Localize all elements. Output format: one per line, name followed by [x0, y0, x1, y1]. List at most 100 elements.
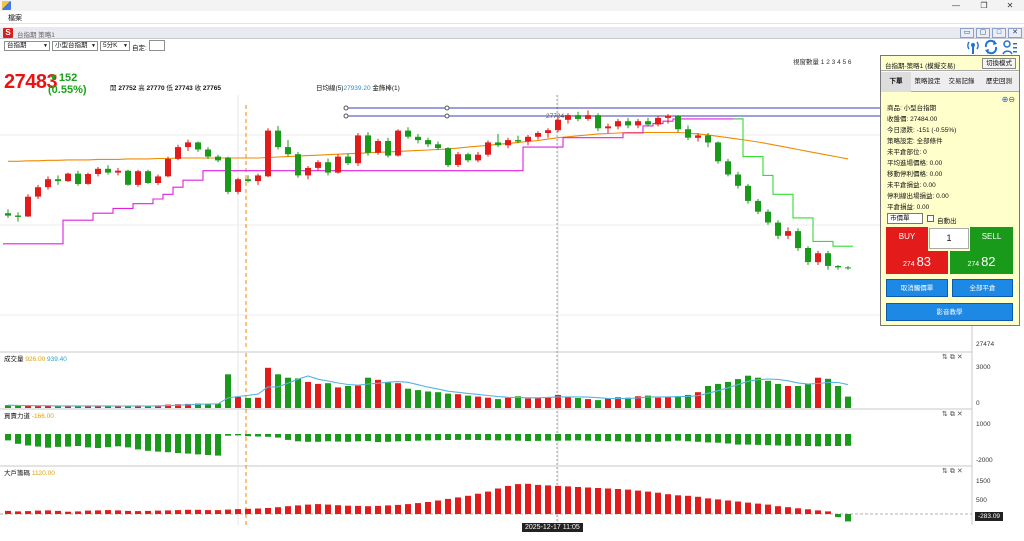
info-unrealized: 未平倉損益: 0.00 — [887, 182, 936, 189]
candle-body — [305, 167, 311, 176]
big-player-bar — [635, 490, 641, 514]
zoom-controls[interactable]: ⊕⊖ — [1002, 95, 1015, 104]
candle-body — [835, 266, 841, 268]
big-player-bar — [615, 489, 621, 514]
custom-input[interactable] — [149, 40, 165, 51]
close-value: 27765 — [202, 85, 221, 92]
big-player-bar — [415, 503, 421, 514]
zoom-in-icon[interactable]: ⊕ — [1001, 95, 1009, 104]
user-list-icon[interactable] — [1002, 39, 1018, 55]
period-select[interactable]: 5分K ▼ — [100, 41, 130, 51]
price-chart[interactable]: 27724 — [0, 95, 1024, 541]
candle-body — [255, 175, 261, 182]
broadcast-icon[interactable] — [965, 39, 981, 55]
zoom-out-icon[interactable]: ⊖ — [1008, 95, 1015, 104]
big-player-bar — [95, 510, 101, 514]
big-value-1: 1120.00 — [31, 470, 55, 477]
candle-body — [535, 133, 541, 137]
high-label: 高 — [138, 85, 145, 92]
minimize-button[interactable]: — — [952, 1, 960, 10]
candle-body — [415, 136, 421, 141]
candle-body — [5, 213, 11, 216]
candle-body — [635, 121, 641, 126]
power-bar — [275, 434, 281, 438]
volume-bar — [305, 381, 311, 408]
candle-body — [745, 185, 751, 201]
power-bar — [655, 434, 661, 442]
volume-bar — [65, 405, 71, 408]
candle-body — [755, 200, 761, 212]
inner-close-button[interactable]: ✕ — [1008, 28, 1022, 38]
power-bar — [105, 434, 111, 448]
power-bar — [645, 434, 651, 442]
inner-restore-button[interactable]: ▢ — [976, 28, 990, 38]
sell-button[interactable]: SELL — [970, 227, 1013, 251]
power-bar — [65, 434, 71, 447]
power-bar — [465, 434, 471, 440]
power-bar — [475, 434, 481, 440]
volume-bar — [695, 392, 701, 408]
power-bar — [95, 434, 101, 448]
tab-order[interactable]: 下單 — [881, 72, 911, 92]
power-bar — [685, 434, 691, 442]
close-all-button[interactable]: 全部平倉 — [952, 279, 1013, 297]
auto-exit-label: 自動出 — [937, 218, 957, 225]
volume-bar — [185, 403, 191, 408]
volume-bar — [825, 378, 831, 408]
power-bar — [795, 434, 801, 446]
volume-bar — [715, 383, 721, 408]
refresh-icon[interactable] — [983, 39, 999, 55]
menu-bar: 檔案 — [0, 11, 1024, 24]
menu-file[interactable]: 檔案 — [8, 15, 22, 22]
cancel-trigger-orders-button[interactable]: 取消觸價單 — [886, 279, 948, 297]
volume-bar — [105, 405, 111, 408]
power-pane-name: 買賣力道 — [4, 413, 30, 420]
candle-body — [385, 141, 391, 156]
power-pane-tools[interactable]: ⇅⧉✕ — [942, 411, 965, 418]
big-player-bar — [295, 505, 301, 514]
big-player-bar — [505, 485, 511, 514]
maximize-button[interactable]: ❐ — [980, 1, 988, 10]
exit-line — [733, 118, 853, 247]
video-tutorial-button[interactable]: 影音教學 — [886, 303, 1013, 321]
power-bar — [315, 434, 321, 442]
close-button[interactable]: ✕ — [1006, 1, 1014, 10]
inner-maximize-button[interactable]: □ — [992, 28, 1006, 38]
power-bar — [225, 434, 231, 436]
ma-value: 27939.20 — [343, 85, 371, 92]
quantity-input[interactable]: 1 — [929, 228, 969, 249]
product-select[interactable]: 台指期 ▼ — [4, 41, 50, 51]
volume-bar — [205, 404, 211, 408]
volume-pane-tools[interactable]: ⇅⧉✕ — [942, 354, 965, 361]
order-type-value: 市價單 — [890, 215, 910, 222]
big-player-bar — [405, 504, 411, 514]
volume-bar — [535, 397, 541, 408]
bid-price-button[interactable]: 274 83 — [886, 251, 948, 274]
volume-pane-name: 成交量 — [4, 356, 24, 363]
order-type-select[interactable]: 市價單 — [887, 213, 923, 224]
contract-select[interactable]: 小型台指期 ▼ — [52, 41, 98, 51]
tab-backtest[interactable]: 歷史回測 — [986, 78, 1012, 85]
big-player-bar — [715, 499, 721, 514]
buy-button[interactable]: BUY — [886, 227, 928, 251]
info-close: 收盤價: 27484.00 — [887, 116, 938, 123]
candle-body — [205, 149, 211, 157]
big-pane-tools[interactable]: ⇅⧉✕ — [942, 468, 965, 475]
ask-price-button[interactable]: 274 82 — [950, 251, 1013, 274]
tab-strategy[interactable]: 策略設定 — [914, 78, 941, 85]
big-player-bar — [695, 496, 701, 514]
power-bar — [425, 434, 431, 441]
candle-body — [505, 140, 511, 146]
candle-body — [25, 196, 31, 217]
inner-minimize-button[interactable]: ▭ — [960, 28, 974, 38]
volume-bar — [485, 397, 491, 408]
tab-trade-log[interactable]: 交易記錄 — [948, 78, 975, 85]
big-player-bar — [745, 502, 751, 514]
power-bar — [335, 434, 341, 442]
big-player-bar — [185, 509, 191, 514]
volume-bar — [5, 405, 11, 408]
auto-exit-checkbox[interactable] — [927, 215, 934, 222]
switch-mode-button[interactable]: 切換模式 — [982, 58, 1016, 69]
volume-bar — [745, 375, 751, 408]
volume-bar — [765, 380, 771, 408]
